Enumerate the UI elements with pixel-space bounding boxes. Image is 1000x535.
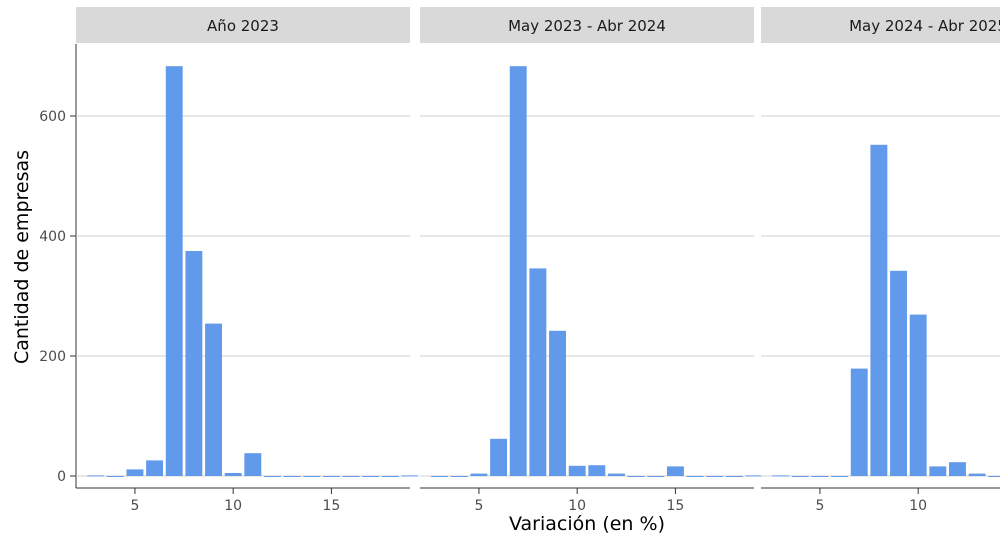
x-tick-label: 10 <box>224 498 242 514</box>
x-tick-label: 5 <box>474 498 483 514</box>
bar <box>686 476 704 477</box>
bar <box>725 476 743 477</box>
panel-title: Año 2023 <box>207 17 279 35</box>
x-tick-label: 15 <box>322 498 340 514</box>
bar <box>264 476 281 477</box>
x-tick-label: 5 <box>130 498 139 514</box>
bar <box>470 473 488 476</box>
bar <box>283 476 301 477</box>
x-tick-label: 10 <box>909 498 927 514</box>
bar <box>588 465 606 476</box>
bar <box>627 476 645 477</box>
bar <box>362 476 380 477</box>
x-tick-label: 15 <box>666 498 684 514</box>
bar <box>224 473 242 476</box>
bar <box>106 476 124 477</box>
panel-strip <box>420 7 754 43</box>
bar <box>509 66 527 476</box>
panel-strip <box>76 7 410 43</box>
y-tick-label: 0 <box>57 469 66 485</box>
bar <box>303 476 321 477</box>
bar <box>772 475 790 477</box>
bar <box>322 476 340 477</box>
bar <box>165 66 183 476</box>
bar <box>647 476 665 477</box>
bar <box>666 466 684 476</box>
bar <box>185 251 203 476</box>
bar <box>205 323 222 476</box>
bar <box>342 476 360 477</box>
bar <box>401 475 419 477</box>
bar <box>381 476 399 477</box>
bar <box>811 476 829 477</box>
panel: May 2024 - Abr 202551015 <box>761 7 1000 514</box>
bar <box>870 144 888 477</box>
panel-strip <box>761 7 1000 43</box>
panel: Año 2023 5 10 15 <box>76 7 419 514</box>
x-axis-title: Variación (en %) <box>509 513 665 535</box>
bar <box>431 476 449 477</box>
bar <box>146 460 164 476</box>
bar <box>490 438 508 476</box>
x-tick-label: 10 <box>568 498 586 514</box>
bar <box>549 330 566 476</box>
panel-title: May 2023 - Abr 2024 <box>508 17 666 35</box>
bar <box>850 368 868 476</box>
bar <box>244 453 262 476</box>
y-tick-label: 600 <box>39 109 66 125</box>
bar <box>87 475 105 477</box>
bar <box>929 466 947 476</box>
y-tick-label: 200 <box>39 349 66 365</box>
x-tick-label: 5 <box>815 498 824 514</box>
bar <box>745 475 763 477</box>
bar <box>529 268 547 476</box>
bar <box>949 462 966 476</box>
y-tick-label: 400 <box>39 229 66 245</box>
bar <box>608 473 625 476</box>
bar <box>890 270 907 476</box>
bar <box>568 465 586 476</box>
panel: May 2023 - Abr 2024 5 10 15 <box>420 7 763 514</box>
bar <box>791 476 809 477</box>
bar <box>706 476 724 477</box>
bar <box>831 476 849 477</box>
bar <box>126 469 144 476</box>
y-axis-title: Cantidad de empresas <box>11 150 33 364</box>
panel-title: May 2024 - Abr 2025 <box>849 17 1000 35</box>
bar <box>909 314 927 476</box>
bar <box>988 476 1000 477</box>
bar <box>450 476 468 477</box>
bar <box>968 473 986 476</box>
